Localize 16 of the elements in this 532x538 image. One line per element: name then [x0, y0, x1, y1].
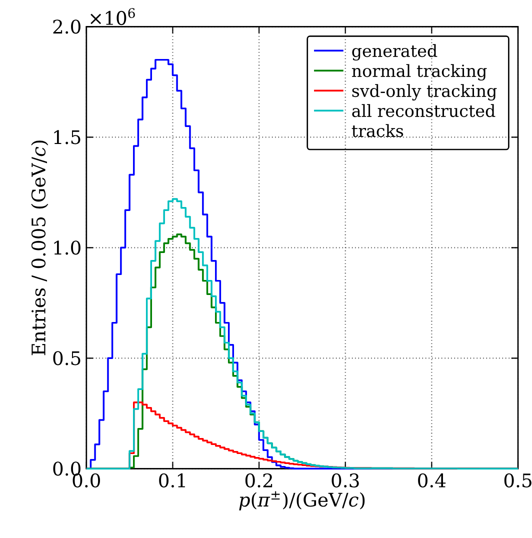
x-tick-label: 0.5 — [504, 473, 532, 488]
y-tick-label: 1.5 — [54, 130, 80, 144]
y-tick-label: 2.0 — [53, 20, 80, 34]
legend-label: generated — [352, 44, 438, 61]
y-tick-label: 0.5 — [53, 351, 80, 366]
legend-label: all reconstructed tracks — [352, 104, 496, 138]
text: ×10$^{6}$ — [90, 8, 135, 26]
x-tick-label: 0.3 — [332, 473, 359, 488]
legend-label: normal tracking — [352, 64, 487, 81]
legend-label: svd-only tracking — [352, 84, 497, 101]
x-tick-label: 0.1 — [159, 473, 185, 488]
x-tick-label: 0.4 — [418, 473, 446, 488]
x-tick-label: 0.2 — [245, 473, 272, 488]
x-axis-title: p(π$^{±}$)/(GeV/c) — [239, 491, 365, 510]
y-axis-title: Entries / 0.005 (GeV/c) — [31, 140, 48, 356]
y-tick-label: 1.0 — [54, 240, 80, 255]
